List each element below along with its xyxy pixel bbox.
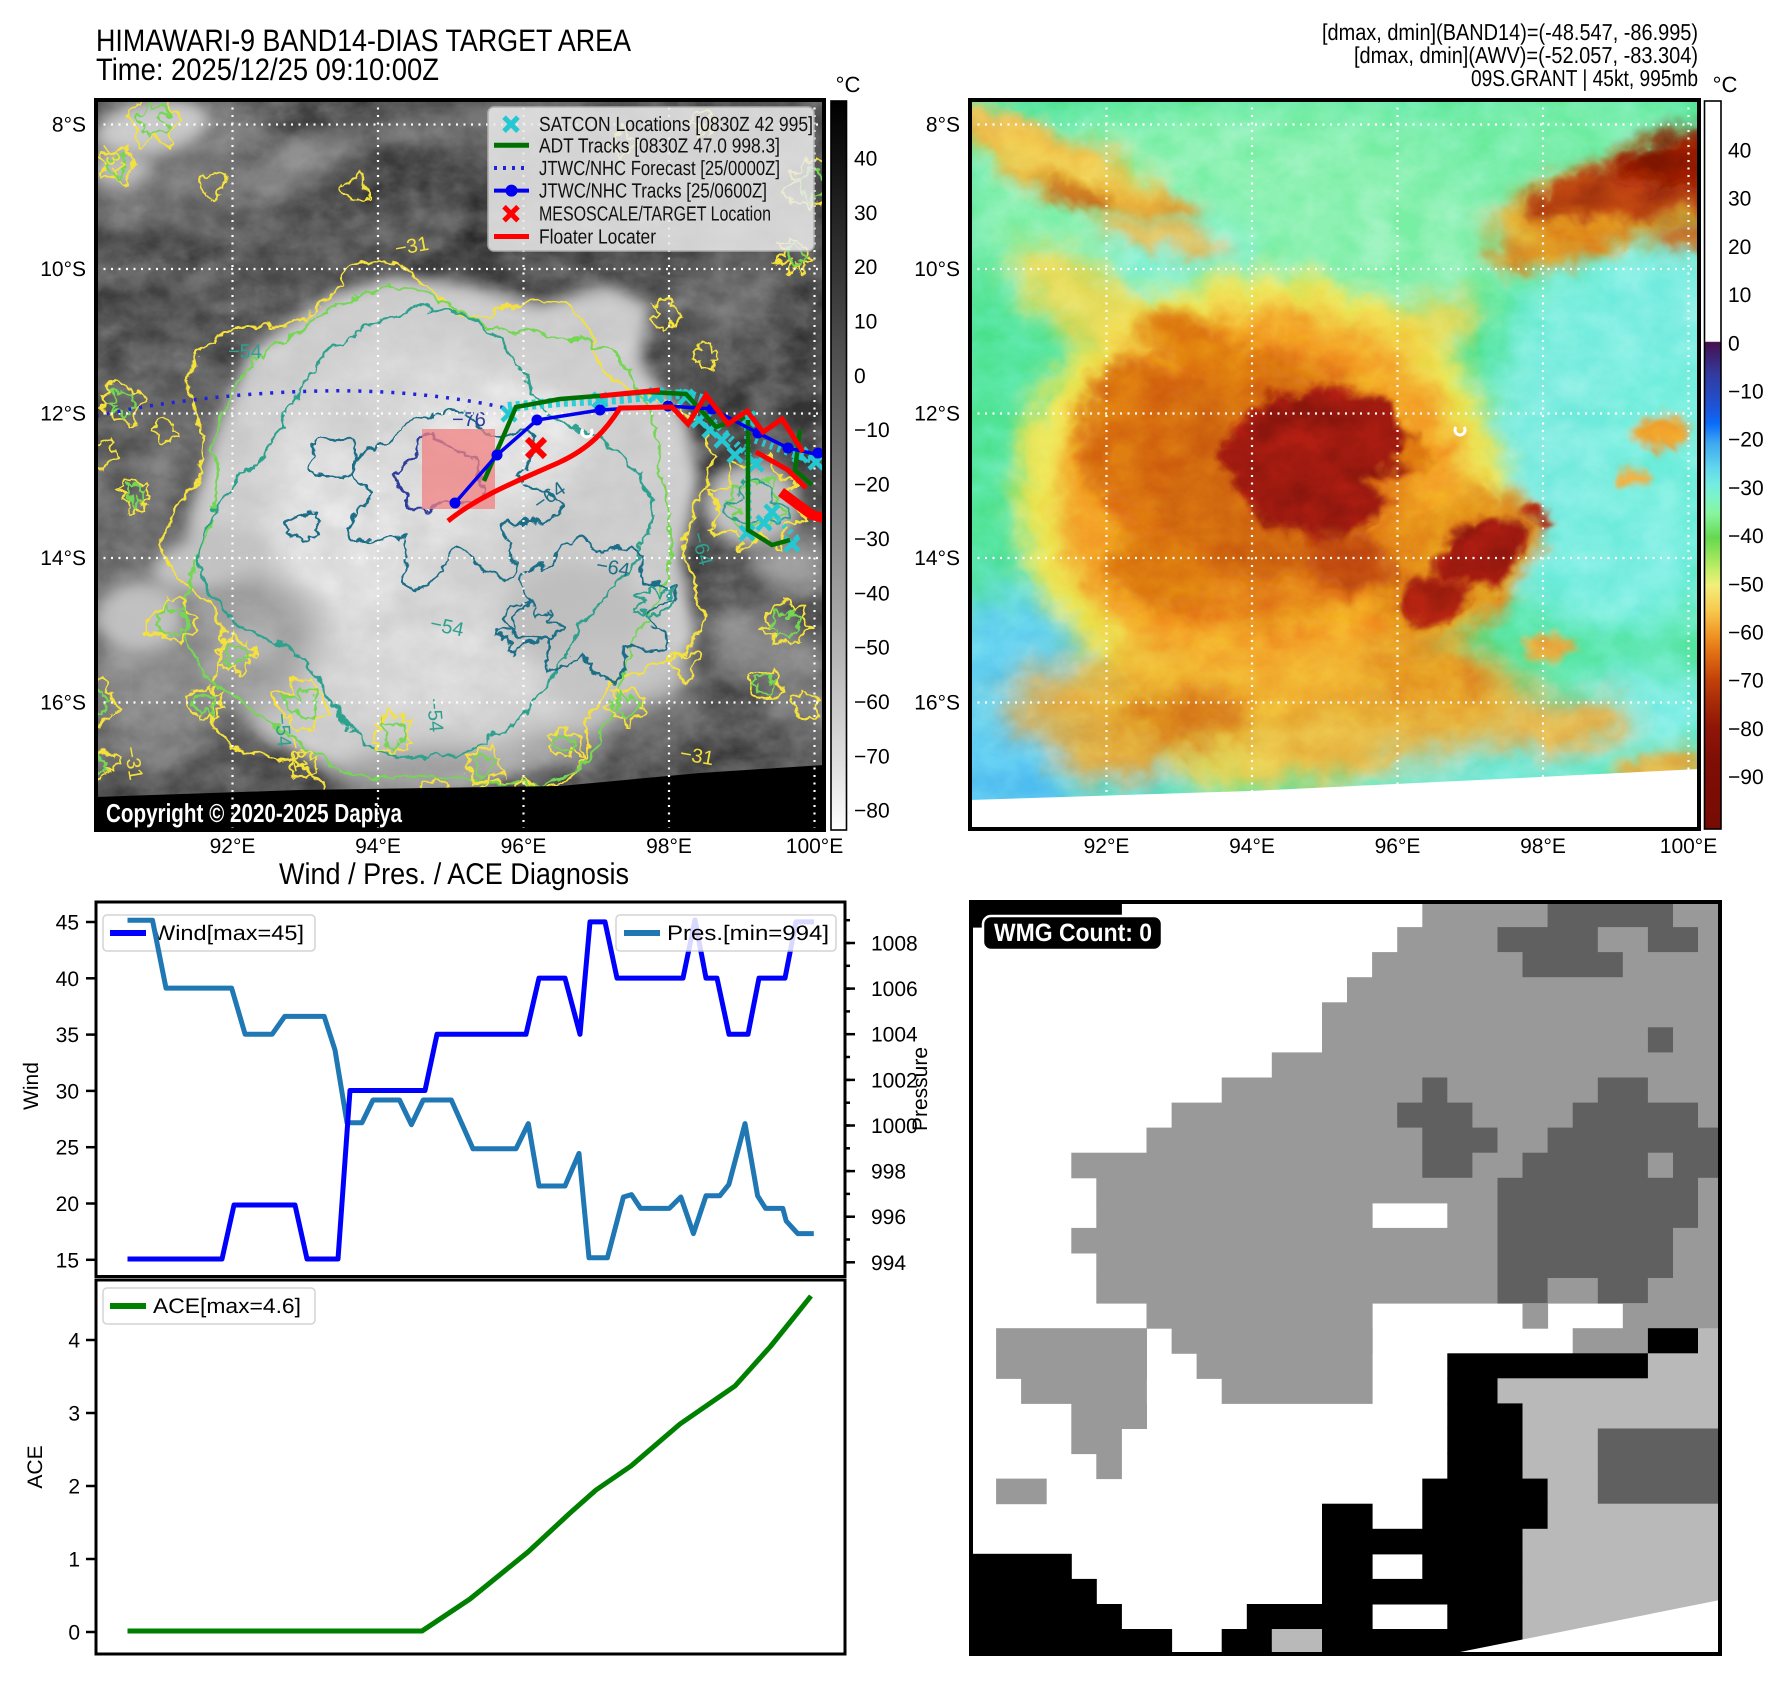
svg-text:30: 30 <box>854 202 877 225</box>
svg-text:09S.GRANT | 45kt, 995mb: 09S.GRANT | 45kt, 995mb <box>1471 65 1698 91</box>
svg-text:45: 45 <box>56 912 79 935</box>
svg-text:10: 10 <box>854 311 877 334</box>
svg-text:92°E: 92°E <box>1084 835 1130 858</box>
svg-text:Wind: Wind <box>20 1062 43 1110</box>
svg-text:30: 30 <box>56 1080 79 1103</box>
svg-text:12°S: 12°S <box>40 403 86 426</box>
svg-text:ACE: ACE <box>24 1445 47 1488</box>
svg-text:30: 30 <box>1728 188 1751 211</box>
svg-text:998: 998 <box>871 1161 906 1184</box>
svg-text:ACE[max=4.6]: ACE[max=4.6] <box>153 1295 301 1318</box>
svg-text:10°S: 10°S <box>40 258 86 281</box>
svg-text:−40: −40 <box>1728 525 1764 548</box>
svg-text:92°E: 92°E <box>210 835 256 858</box>
svg-text:JTWC/NHC Tracks [25/0600Z]: JTWC/NHC Tracks [25/0600Z] <box>539 180 767 203</box>
svg-text:8°S: 8°S <box>52 114 86 137</box>
svg-text:−54: −54 <box>270 712 295 748</box>
svg-text:[dmax, dmin](AWV)=(-52.057, -8: [dmax, dmin](AWV)=(-52.057, -83.304) <box>1354 42 1698 68</box>
svg-text:−60: −60 <box>1728 622 1764 645</box>
svg-text:16°S: 16°S <box>40 692 86 715</box>
svg-text:−20: −20 <box>854 474 890 497</box>
svg-text:WMG Count: 0: WMG Count: 0 <box>994 919 1152 947</box>
svg-text:4: 4 <box>68 1330 80 1353</box>
svg-text:98°E: 98°E <box>646 835 692 858</box>
svg-text:−50: −50 <box>854 637 890 660</box>
svg-text:Wind[max=45]: Wind[max=45] <box>153 922 304 945</box>
svg-text:94°E: 94°E <box>1229 835 1275 858</box>
svg-text:15: 15 <box>56 1249 79 1272</box>
svg-text:996: 996 <box>871 1206 906 1229</box>
svg-text:1002: 1002 <box>871 1069 918 1092</box>
svg-text:14°S: 14°S <box>914 547 960 570</box>
svg-text:−70: −70 <box>1728 670 1764 693</box>
svg-text:100°E: 100°E <box>786 835 843 858</box>
svg-text:16°S: 16°S <box>914 692 960 715</box>
svg-text:20: 20 <box>1728 236 1751 259</box>
svg-text:−80: −80 <box>1728 718 1764 741</box>
svg-text:1: 1 <box>68 1549 80 1572</box>
svg-text:25: 25 <box>56 1137 79 1160</box>
svg-text:10: 10 <box>1728 284 1751 307</box>
svg-text:MESOSCALE/TARGET Location: MESOSCALE/TARGET Location <box>539 203 771 226</box>
svg-text:96°E: 96°E <box>501 835 547 858</box>
svg-text:[dmax, dmin](BAND14)=(-48.547,: [dmax, dmin](BAND14)=(-48.547, -86.995) <box>1322 19 1698 45</box>
svg-text:−30: −30 <box>854 528 890 551</box>
svg-text:40: 40 <box>1728 140 1751 163</box>
svg-text:−20: −20 <box>1728 429 1764 452</box>
svg-text:ADT Tracks [0830Z 47.0 998.3]: ADT Tracks [0830Z 47.0 998.3] <box>539 134 780 157</box>
svg-text:Pressure: Pressure <box>909 1047 932 1131</box>
svg-text:8°S: 8°S <box>926 114 960 137</box>
svg-text:−70: −70 <box>854 745 890 768</box>
svg-text:20: 20 <box>854 256 877 279</box>
svg-text:0: 0 <box>854 365 866 388</box>
svg-text:−50: −50 <box>1728 573 1764 596</box>
svg-text:994: 994 <box>871 1252 906 1275</box>
svg-text:−40: −40 <box>854 582 890 605</box>
svg-text:35: 35 <box>56 1024 79 1047</box>
svg-text:12°S: 12°S <box>914 403 960 426</box>
svg-text:100°E: 100°E <box>1660 835 1717 858</box>
svg-text:96°E: 96°E <box>1375 835 1421 858</box>
svg-text:98°E: 98°E <box>1520 835 1566 858</box>
svg-text:20: 20 <box>56 1193 79 1216</box>
svg-text:10°S: 10°S <box>914 258 960 281</box>
svg-text:−54: −54 <box>228 341 262 363</box>
svg-text:−10: −10 <box>854 419 890 442</box>
svg-text:Wind / Pres. / ACE Diagnosis: Wind / Pres. / ACE Diagnosis <box>279 858 629 891</box>
svg-text:Copyright © 2020-2025 Dapiya: Copyright © 2020-2025 Dapiya <box>106 798 402 828</box>
svg-text:40: 40 <box>854 148 877 171</box>
svg-text:0: 0 <box>1728 332 1740 355</box>
svg-text:−60: −60 <box>854 691 890 714</box>
svg-text:1000: 1000 <box>871 1115 918 1138</box>
svg-text:40: 40 <box>56 968 79 991</box>
svg-text:1006: 1006 <box>871 978 918 1001</box>
svg-text:94°E: 94°E <box>355 835 401 858</box>
svg-text:−30: −30 <box>1728 477 1764 500</box>
svg-text:Pres.[min=994]: Pres.[min=994] <box>667 922 829 945</box>
svg-text:Time: 2025/12/25 09:10:00Z: Time: 2025/12/25 09:10:00Z <box>96 52 439 87</box>
svg-text:Floater Locater: Floater Locater <box>539 226 656 249</box>
svg-text:HIMAWARI-9 BAND14-DIAS TARGET: HIMAWARI-9 BAND14-DIAS TARGET AREA <box>96 23 631 58</box>
svg-text:−10: −10 <box>1728 381 1764 404</box>
svg-text:3: 3 <box>68 1403 80 1426</box>
svg-text:2: 2 <box>68 1476 80 1499</box>
svg-text:°C: °C <box>1713 72 1738 97</box>
svg-text:−90: −90 <box>1728 766 1764 789</box>
svg-text:1004: 1004 <box>871 1024 918 1047</box>
svg-text:JTWC/NHC Forecast [25/0000Z]: JTWC/NHC Forecast [25/0000Z] <box>539 157 780 180</box>
svg-text:−80: −80 <box>854 800 890 823</box>
svg-text:−76: −76 <box>452 409 486 431</box>
svg-text:1008: 1008 <box>871 933 918 956</box>
svg-text:14°S: 14°S <box>40 547 86 570</box>
svg-text:0: 0 <box>68 1622 80 1645</box>
svg-text:SATCON Locations [0830Z 42 995: SATCON Locations [0830Z 42 995] <box>539 113 813 136</box>
svg-text:°C: °C <box>836 72 861 97</box>
